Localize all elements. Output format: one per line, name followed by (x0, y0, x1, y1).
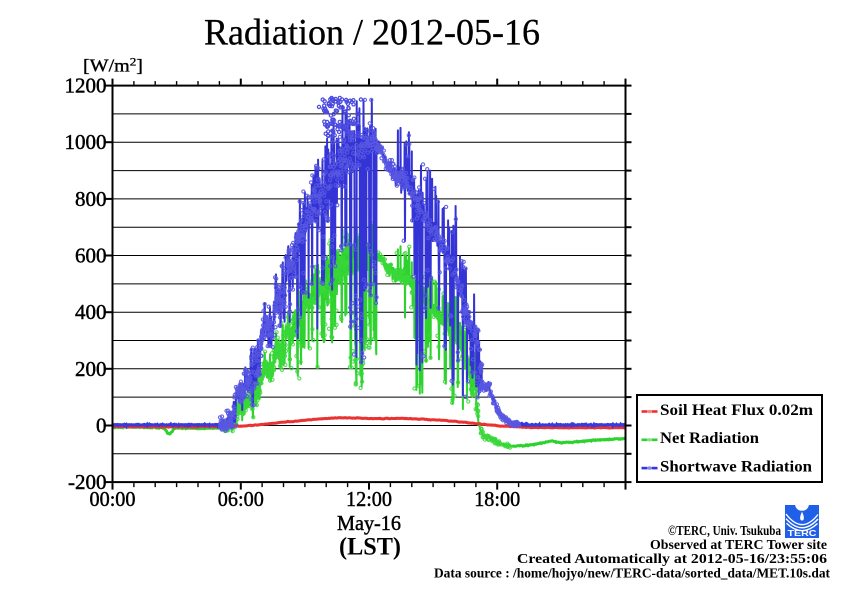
svg-text:Shortwave Radiation: Shortwave Radiation (660, 459, 812, 476)
svg-text:00:00: 00:00 (90, 487, 136, 511)
svg-text:-200: -200 (68, 470, 107, 494)
svg-text:1000: 1000 (65, 130, 107, 154)
svg-text:Created Automatically at 2012-: Created Automatically at 2012-05-16/23:5… (517, 551, 827, 566)
svg-text:800: 800 (75, 187, 107, 211)
svg-text:200: 200 (75, 357, 107, 381)
svg-text:600: 600 (75, 244, 107, 268)
svg-text:400: 400 (75, 300, 107, 324)
svg-text:Radiation / 2012-05-16: Radiation / 2012-05-16 (204, 13, 540, 54)
svg-text:06:00: 06:00 (218, 487, 264, 511)
svg-text:12:00: 12:00 (346, 487, 392, 511)
svg-text:Data source : /home/hojyo/new/: Data source : /home/hojyo/new/TERC-data/… (434, 566, 830, 581)
svg-text:[W/m2]: [W/m 2] (83, 56, 143, 76)
svg-text:Net Radiation: Net Radiation (660, 430, 759, 447)
svg-text:Observed at TERC Tower site: Observed at TERC Tower site (650, 537, 827, 552)
svg-text:1200: 1200 (65, 74, 107, 98)
svg-text:©TERC, Univ. Tsukuba: ©TERC, Univ. Tsukuba (668, 523, 781, 538)
svg-text:18:00: 18:00 (474, 487, 520, 511)
svg-text:TERC: TERC (788, 529, 817, 538)
svg-text:Soil Heat Flux 0.02m: Soil Heat Flux 0.02m (660, 402, 813, 419)
svg-text:May-16: May-16 (337, 511, 401, 535)
svg-text:0: 0 (96, 414, 107, 438)
svg-text:(LST): (LST) (339, 534, 401, 561)
